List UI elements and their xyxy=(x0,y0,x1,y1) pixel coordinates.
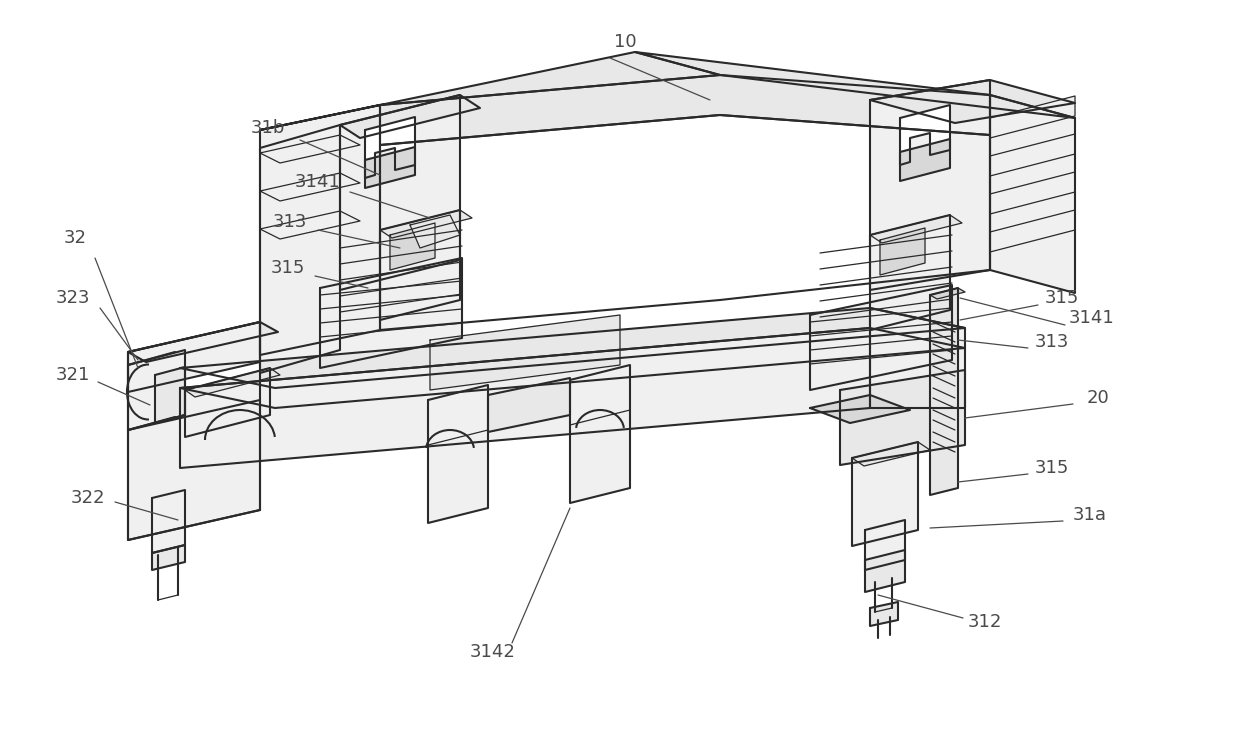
Polygon shape xyxy=(839,370,965,465)
Polygon shape xyxy=(810,395,910,423)
Polygon shape xyxy=(128,400,260,540)
Polygon shape xyxy=(866,520,905,570)
Text: 3141: 3141 xyxy=(295,173,341,191)
Polygon shape xyxy=(930,288,959,495)
Text: 3142: 3142 xyxy=(470,643,516,661)
Polygon shape xyxy=(320,258,463,368)
Polygon shape xyxy=(260,173,360,201)
Polygon shape xyxy=(900,105,950,165)
Text: 20: 20 xyxy=(1086,389,1110,407)
Text: 31a: 31a xyxy=(1073,506,1107,524)
Polygon shape xyxy=(180,328,965,408)
Polygon shape xyxy=(260,52,720,130)
Polygon shape xyxy=(379,115,990,330)
Polygon shape xyxy=(990,96,1075,138)
Text: 315: 315 xyxy=(1045,289,1079,307)
Text: 313: 313 xyxy=(273,213,308,231)
Text: 312: 312 xyxy=(967,613,1002,631)
Polygon shape xyxy=(489,378,570,432)
Text: 315: 315 xyxy=(1035,459,1069,477)
Polygon shape xyxy=(260,125,340,373)
Polygon shape xyxy=(260,135,360,163)
Polygon shape xyxy=(870,80,1075,123)
Text: 32: 32 xyxy=(63,229,87,247)
Polygon shape xyxy=(852,442,918,546)
Text: 313: 313 xyxy=(1035,333,1069,351)
Polygon shape xyxy=(260,211,360,239)
Polygon shape xyxy=(365,117,415,178)
Polygon shape xyxy=(866,550,905,592)
Polygon shape xyxy=(153,490,185,553)
Polygon shape xyxy=(870,215,950,330)
Polygon shape xyxy=(340,95,480,138)
Polygon shape xyxy=(180,308,965,388)
Text: 31b: 31b xyxy=(250,119,285,137)
Polygon shape xyxy=(410,215,460,248)
Polygon shape xyxy=(990,134,1075,176)
Polygon shape xyxy=(990,210,1075,252)
Polygon shape xyxy=(128,322,260,392)
Polygon shape xyxy=(870,80,990,290)
Polygon shape xyxy=(635,52,1075,118)
Polygon shape xyxy=(870,308,965,408)
Polygon shape xyxy=(260,105,379,355)
Polygon shape xyxy=(365,147,415,188)
Polygon shape xyxy=(428,385,489,523)
Polygon shape xyxy=(880,228,925,275)
Polygon shape xyxy=(185,368,270,437)
Text: 315: 315 xyxy=(270,259,305,277)
Polygon shape xyxy=(810,285,952,390)
Polygon shape xyxy=(379,210,460,320)
Text: 321: 321 xyxy=(56,366,91,384)
Polygon shape xyxy=(180,328,870,468)
Polygon shape xyxy=(128,350,185,430)
Text: 323: 323 xyxy=(56,289,91,307)
Polygon shape xyxy=(990,95,1075,293)
Polygon shape xyxy=(128,322,260,540)
Polygon shape xyxy=(379,75,990,145)
Polygon shape xyxy=(155,367,185,423)
Polygon shape xyxy=(340,95,460,290)
Polygon shape xyxy=(990,172,1075,214)
Text: 322: 322 xyxy=(71,489,105,507)
Polygon shape xyxy=(128,322,278,362)
Polygon shape xyxy=(870,215,962,243)
Polygon shape xyxy=(852,442,930,466)
Text: 10: 10 xyxy=(614,33,636,51)
Polygon shape xyxy=(379,210,472,238)
Polygon shape xyxy=(570,365,630,503)
Polygon shape xyxy=(900,139,950,181)
Polygon shape xyxy=(870,602,898,626)
Polygon shape xyxy=(153,545,185,570)
Text: 3141: 3141 xyxy=(1069,309,1115,327)
Polygon shape xyxy=(430,315,620,390)
Polygon shape xyxy=(185,368,280,397)
Polygon shape xyxy=(930,288,965,299)
Polygon shape xyxy=(391,223,435,270)
